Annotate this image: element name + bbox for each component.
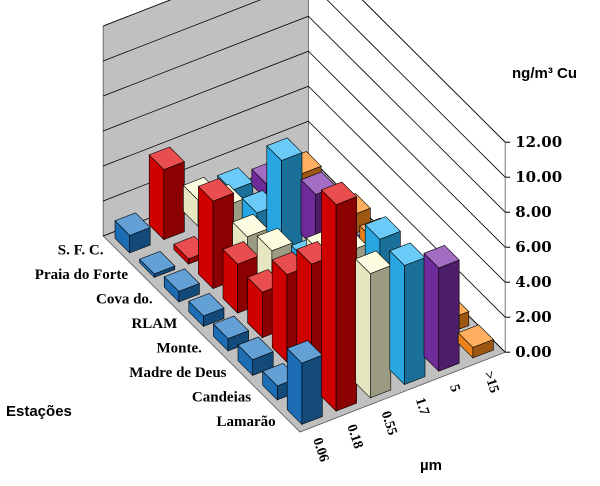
z-tick-label: 0.00 xyxy=(515,343,552,361)
station-axis-title: Estações xyxy=(6,403,72,420)
chart-bars xyxy=(114,137,494,426)
gridline xyxy=(103,0,506,178)
station-label: Lamarão xyxy=(217,414,276,430)
station-label: Candeias xyxy=(192,389,251,405)
station-label: Monte. xyxy=(156,340,202,356)
station-label: Praia do Forte xyxy=(35,267,129,283)
size-label: 0.18 xyxy=(343,423,365,451)
size-label: 0.55 xyxy=(378,409,400,437)
gridline xyxy=(103,50,506,248)
bar-lamar-o-1-7 xyxy=(389,242,426,386)
station-label: Madre de Deus xyxy=(129,365,226,381)
bar-praia-do-forte-0-06 xyxy=(139,250,176,279)
size-label: 0.06 xyxy=(309,436,331,464)
size-label: >15 xyxy=(480,369,501,395)
gridline xyxy=(103,85,506,283)
z-axis-title: ng/m³ Cu xyxy=(512,65,577,82)
z-tick-label: 12.00 xyxy=(515,133,562,151)
bar-lamar-o--15 xyxy=(457,324,494,359)
bar-s-f-c--0-06 xyxy=(114,212,151,254)
chart-labels: 0.00 2.00 4.00 6.00 8.00 10.00 12.00 Lamarão Can… xyxy=(35,133,562,464)
bar-lamar-o-0-06 xyxy=(286,340,323,426)
size-label: 5 xyxy=(446,383,462,394)
z-tick-label: 10.00 xyxy=(515,168,562,186)
station-label: S. F. C. xyxy=(58,242,104,258)
z-tick-label: 8.00 xyxy=(515,203,552,221)
bar-rlam-0-06 xyxy=(188,292,225,328)
z-tick-label: 2.00 xyxy=(515,308,552,326)
bar-cova-do--0-06 xyxy=(163,268,200,303)
bar-lamar-o-0-55 xyxy=(355,250,392,399)
bar-lamar-o-0-18 xyxy=(320,181,358,412)
bar-lamar-o-5 xyxy=(423,244,460,372)
z-tick-label: 4.00 xyxy=(515,273,552,291)
size-axis-title: µm xyxy=(420,457,442,474)
size-label: 1.7 xyxy=(412,396,432,417)
station-label: RLAM xyxy=(131,316,177,332)
z-tick-label: 6.00 xyxy=(515,238,552,256)
gridline xyxy=(103,15,506,213)
bar-s-f-c--0-18 xyxy=(148,146,185,241)
station-label: Cova do. xyxy=(96,291,153,307)
gridline xyxy=(103,0,506,143)
